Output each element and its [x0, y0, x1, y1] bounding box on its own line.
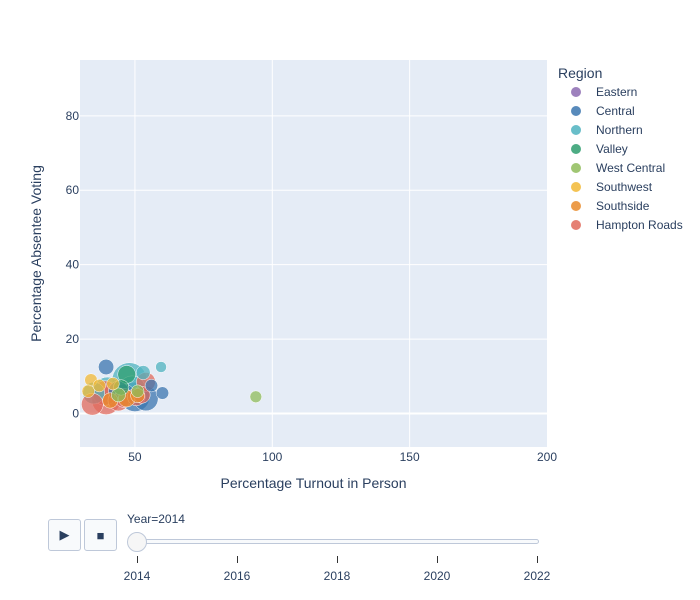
slider-tick: [337, 556, 338, 563]
x-tick-label: 150: [400, 450, 420, 464]
plot-area: [80, 60, 547, 447]
play-button[interactable]: ▶: [48, 519, 81, 551]
point-central: [98, 358, 115, 375]
year-slider-handle[interactable]: [127, 532, 147, 552]
y-tick-label: 40: [66, 258, 80, 272]
legend-title: Region: [558, 65, 602, 81]
year-slider-track[interactable]: [130, 539, 539, 544]
y-axis-title: Percentage Absentee Voting: [28, 165, 44, 342]
legend-label-hampton-roads: Hampton Roads: [596, 218, 683, 232]
y-tick-label: 20: [66, 332, 80, 346]
legend-marker-eastern: [571, 87, 581, 97]
slider-tick-label[interactable]: 2016: [223, 569, 251, 583]
point-west-central: [131, 384, 145, 398]
stop-icon: ■: [96, 527, 105, 543]
point-southwest: [106, 377, 120, 391]
x-tick-label: 200: [537, 450, 557, 464]
y-tick-label: 0: [72, 407, 79, 421]
legend-label-southside: Southside: [596, 199, 650, 213]
point-west-central: [249, 390, 262, 403]
legend: Eastern Central Northern Valley West Central…: [571, 85, 683, 232]
y-grid: [80, 115, 547, 415]
legend-marker-hampton-roads: [571, 220, 581, 230]
play-icon: ▶: [59, 527, 70, 542]
legend-marker-valley: [571, 144, 581, 154]
legend-label-eastern: Eastern: [596, 85, 637, 99]
legend-marker-northern: [571, 125, 581, 135]
legend-marker-central: [571, 106, 581, 116]
legend-label-southwest: Southwest: [596, 180, 653, 194]
slider-tick-label[interactable]: 2020: [423, 569, 451, 583]
legend-label-central: Central: [596, 104, 635, 118]
slider-tick: [237, 556, 238, 563]
point-west-central: [111, 387, 126, 403]
legend-marker-southwest: [571, 182, 581, 192]
point-southwest: [81, 384, 95, 398]
point-southwest: [92, 379, 106, 393]
legend-marker-west-central: [571, 163, 581, 173]
legend-label-west-central: West Central: [596, 161, 665, 175]
slider-tick-label[interactable]: 2018: [323, 569, 351, 583]
stop-button[interactable]: ■: [84, 519, 117, 551]
x-axis-title: Percentage Turnout in Person: [220, 475, 406, 491]
point-northern: [135, 365, 151, 380]
y-tick-labels: 0 20 40 60 80: [66, 109, 80, 421]
slider-tick: [137, 556, 138, 563]
x-tick-label: 50: [128, 450, 142, 464]
y-tick-label: 60: [66, 183, 80, 197]
slider-tick: [537, 556, 538, 563]
scatter-markers: [81, 358, 262, 416]
legend-marker-southside: [571, 201, 581, 211]
legend-label-northern: Northern: [596, 123, 643, 137]
point-central: [144, 379, 158, 393]
x-tick-label: 100: [262, 450, 282, 464]
slider-tick-label[interactable]: 2014: [123, 569, 151, 583]
point-central: [155, 386, 169, 400]
slider-current-value: Year=2014: [127, 512, 185, 526]
slider-tick: [437, 556, 438, 563]
y-tick-label: 80: [66, 109, 80, 123]
x-tick-labels: 50 100 150 200: [128, 450, 557, 464]
legend-label-valley: Valley: [596, 142, 628, 156]
point-northern: [155, 361, 167, 373]
slider-tick-label[interactable]: 2022: [523, 569, 551, 583]
